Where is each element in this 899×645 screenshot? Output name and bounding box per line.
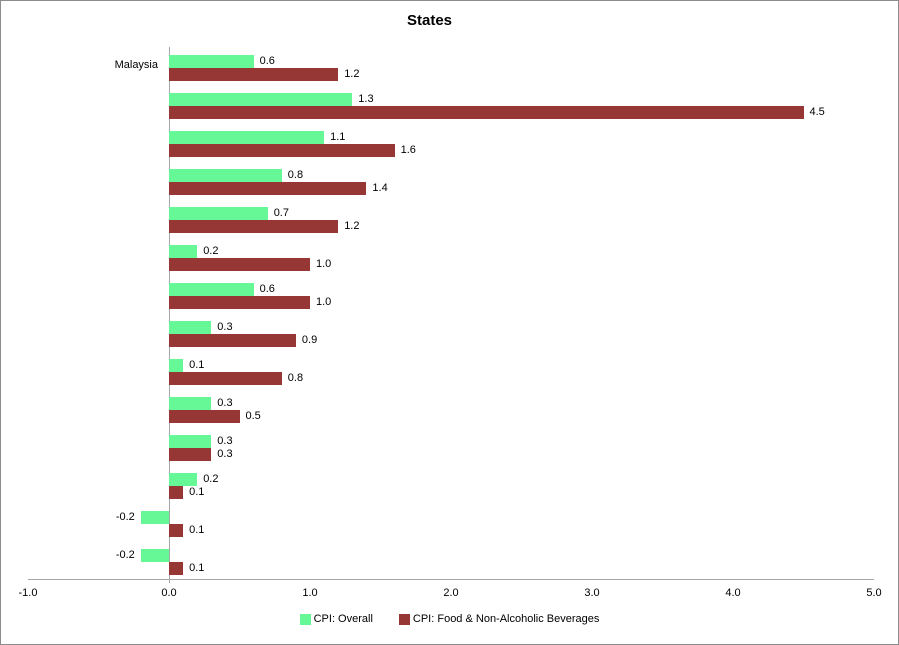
value-label: 0.8 [287,372,304,384]
bar-food [169,106,804,119]
bar-food [169,486,184,499]
bar-food [169,220,339,233]
category-label: Malaysia [114,59,158,71]
x-tick-label: -1.0 [18,587,38,599]
bar-overall [169,93,353,106]
legend-swatch-icon [299,613,311,625]
value-label: 4.5 [809,106,825,118]
legend-swatch-icon [398,613,410,625]
bar-overall [140,511,169,524]
bar-overall [140,549,169,562]
x-tick-label: 4.0 [725,587,741,599]
bar-overall [169,207,268,220]
value-label: 0.6 [259,283,275,295]
bar-overall [169,245,198,258]
legend-label: CPI: Overall [313,613,373,625]
value-label: 0.2 [203,245,219,257]
value-label: 0.6 [259,55,275,67]
bar-overall [169,55,254,68]
value-label: 0.9 [301,334,318,346]
zero-axis-line [169,47,170,583]
value-label: 1.3 [358,93,374,105]
legend-item-overall: CPI: Overall [299,613,373,625]
bar-food [169,296,310,309]
chart-title: States [406,12,453,29]
bar-overall [169,397,212,410]
bar-overall [169,169,282,182]
bar-overall [169,435,212,448]
value-label: 1.0 [316,296,332,308]
legend-item-food: CPI: Food & Non-Alcoholic Beverages [398,613,600,625]
legend-label: CPI: Food & Non-Alcoholic Beverages [412,613,600,625]
bar-food [169,258,310,271]
value-label: 1.2 [344,220,360,232]
value-label: 0.3 [217,435,233,447]
value-label: 1.4 [372,182,388,194]
bar-food [169,410,240,423]
x-tick-label: 5.0 [866,587,882,599]
bar-food [169,144,395,157]
bar-food [169,182,367,195]
plot-area: Malaysia 0.6 1.2 1.3 4.5 1.1 1.6 0.8 1.4 0.7 1.2 0.… [28,47,874,583]
x-tick-label: 1.0 [302,587,318,599]
bar-food [169,524,184,537]
value-label: 0.8 [287,169,304,181]
bar-overall [169,283,254,296]
value-label: 0.3 [217,448,233,460]
bar-food [169,448,212,461]
value-label: 0.5 [245,410,261,422]
value-label: -0.2 [115,549,135,561]
value-label: 0.3 [217,321,233,333]
value-label: 1.2 [344,68,360,80]
bar-food [169,562,184,575]
bar-food [169,68,339,81]
value-label: 1.6 [400,144,416,156]
value-label: 0.3 [217,397,233,409]
x-tick-label: 0.0 [161,587,177,599]
value-label: 0.1 [189,562,205,574]
bar-overall [169,359,184,372]
bar-food [169,334,296,347]
bar-food [169,372,282,385]
value-label: 0.1 [189,359,205,371]
value-label: 0.7 [273,207,289,219]
value-label: 1.0 [316,258,332,270]
value-label: 0.2 [203,473,219,485]
x-tick-label: 2.0 [443,587,459,599]
x-tick-label: 3.0 [584,587,600,599]
bar-overall [169,321,212,334]
value-label: 0.1 [189,486,205,498]
bar-overall [169,131,325,144]
legend: CPI: Overall CPI: Food & Non-Alcoholic Be… [1,613,898,625]
value-label: -0.2 [115,511,135,523]
bar-overall [169,473,198,486]
value-label: 0.1 [189,524,205,536]
value-label: 1.1 [330,131,346,143]
